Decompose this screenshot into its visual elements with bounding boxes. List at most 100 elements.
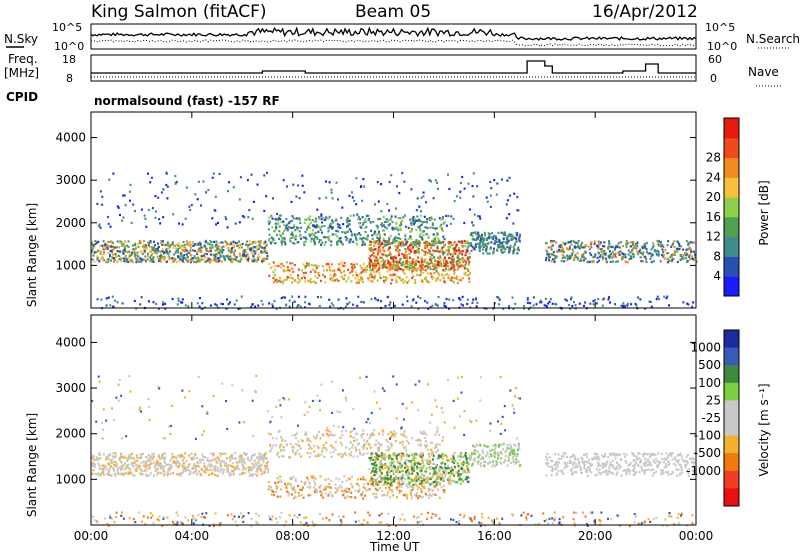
data-pixel bbox=[467, 299, 469, 301]
data-pixel bbox=[153, 462, 155, 464]
data-pixel bbox=[344, 497, 346, 499]
data-pixel bbox=[286, 185, 288, 187]
data-pixel bbox=[198, 470, 200, 472]
data-pixel bbox=[453, 258, 455, 260]
data-pixel bbox=[378, 231, 380, 233]
data-pixel bbox=[277, 223, 279, 225]
data-pixel bbox=[162, 301, 164, 303]
data-pixel bbox=[386, 255, 388, 257]
data-pixel bbox=[339, 227, 341, 229]
data-pixel bbox=[282, 232, 284, 234]
data-pixel bbox=[404, 234, 406, 236]
data-pixel bbox=[447, 174, 449, 176]
data-pixel bbox=[596, 302, 598, 304]
data-pixel bbox=[215, 255, 217, 257]
data-pixel bbox=[401, 172, 403, 174]
data-pixel bbox=[113, 456, 115, 458]
data-pixel bbox=[394, 242, 396, 244]
data-pixel bbox=[563, 260, 565, 262]
data-pixel bbox=[194, 255, 196, 257]
data-pixel bbox=[360, 301, 362, 303]
data-pixel bbox=[341, 444, 343, 446]
data-pixel bbox=[437, 489, 439, 491]
data-pixel bbox=[238, 260, 240, 262]
data-pixel bbox=[242, 468, 244, 470]
data-pixel bbox=[108, 470, 110, 472]
data-pixel bbox=[450, 215, 452, 217]
data-pixel bbox=[389, 267, 391, 269]
data-pixel bbox=[111, 462, 113, 464]
data-pixel bbox=[310, 278, 312, 280]
data-pixel bbox=[338, 263, 340, 265]
data-pixel bbox=[117, 250, 119, 252]
data-pixel bbox=[376, 237, 378, 239]
data-pixel bbox=[425, 251, 427, 253]
data-pixel bbox=[151, 177, 153, 179]
data-pixel bbox=[457, 472, 459, 474]
data-pixel bbox=[279, 218, 281, 220]
data-pixel bbox=[234, 255, 236, 257]
data-pixel bbox=[150, 258, 152, 260]
data-pixel bbox=[410, 263, 412, 265]
data-pixel bbox=[241, 296, 243, 298]
data-pixel bbox=[257, 465, 259, 467]
data-pixel bbox=[430, 227, 432, 229]
noise-search-line bbox=[91, 40, 696, 46]
data-pixel bbox=[191, 453, 193, 455]
data-pixel bbox=[236, 242, 238, 244]
data-pixel bbox=[446, 249, 448, 251]
data-pixel bbox=[409, 219, 411, 221]
data-pixel bbox=[404, 268, 406, 270]
data-pixel bbox=[350, 483, 352, 485]
data-pixel bbox=[215, 465, 217, 467]
data-pixel bbox=[450, 253, 452, 255]
data-pixel bbox=[124, 194, 126, 196]
data-pixel bbox=[430, 217, 432, 219]
data-pixel bbox=[240, 455, 242, 457]
data-pixel bbox=[193, 463, 195, 465]
data-pixel bbox=[335, 487, 337, 489]
data-pixel bbox=[484, 232, 486, 234]
data-pixel bbox=[317, 231, 319, 233]
data-pixel bbox=[155, 470, 157, 472]
data-pixel bbox=[383, 494, 385, 496]
data-pixel bbox=[209, 240, 211, 242]
data-pixel bbox=[430, 466, 432, 468]
data-pixel bbox=[370, 255, 372, 257]
data-pixel bbox=[267, 255, 269, 257]
data-pixel bbox=[390, 282, 392, 284]
colorbar-tick-label: 28 bbox=[706, 151, 721, 165]
data-pixel bbox=[153, 241, 155, 243]
data-pixel bbox=[276, 234, 278, 236]
data-pixel bbox=[270, 433, 272, 435]
data-pixel bbox=[248, 209, 250, 211]
data-pixel bbox=[682, 254, 684, 256]
data-pixel bbox=[448, 249, 450, 251]
data-pixel bbox=[485, 245, 487, 247]
data-pixel bbox=[573, 259, 575, 261]
data-pixel bbox=[435, 241, 437, 243]
data-pixel bbox=[252, 474, 254, 476]
data-pixel bbox=[232, 462, 234, 464]
data-pixel bbox=[150, 250, 152, 252]
data-pixel bbox=[581, 242, 583, 244]
data-pixel bbox=[362, 216, 364, 218]
data-pixel bbox=[108, 252, 110, 254]
data-pixel bbox=[339, 269, 341, 271]
data-pixel bbox=[136, 460, 138, 462]
data-pixel bbox=[187, 256, 189, 258]
data-pixel bbox=[459, 279, 461, 281]
data-pixel bbox=[98, 463, 100, 465]
data-pixel bbox=[262, 303, 264, 305]
data-pixel bbox=[330, 274, 332, 276]
data-pixel bbox=[258, 248, 260, 250]
data-pixel bbox=[447, 277, 449, 279]
data-pixel bbox=[553, 258, 555, 260]
data-pixel bbox=[241, 457, 243, 459]
data-pixel bbox=[504, 251, 506, 253]
data-pixel bbox=[589, 248, 591, 250]
data-pixel bbox=[298, 440, 300, 442]
data-pixel bbox=[373, 245, 375, 247]
data-pixel bbox=[432, 244, 434, 246]
data-pixel bbox=[369, 274, 371, 276]
